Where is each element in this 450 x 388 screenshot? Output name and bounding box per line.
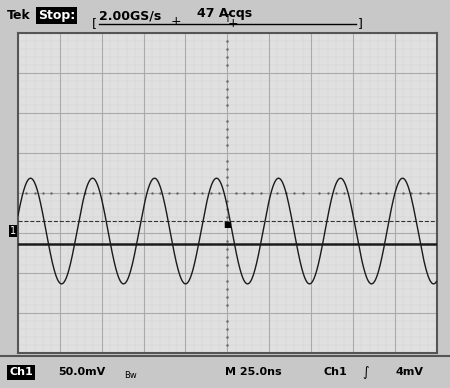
Text: ■: ■ bbox=[223, 220, 231, 229]
Text: 4mV: 4mV bbox=[396, 367, 424, 377]
Text: +: + bbox=[228, 17, 238, 30]
Text: ∫: ∫ bbox=[362, 366, 369, 379]
Text: T: T bbox=[224, 14, 230, 24]
Text: 2.00GS/s: 2.00GS/s bbox=[99, 9, 161, 22]
Text: Bw: Bw bbox=[124, 371, 136, 380]
Text: 50.0mV: 50.0mV bbox=[58, 367, 106, 377]
Text: Ch1: Ch1 bbox=[9, 367, 33, 377]
Text: [: [ bbox=[92, 17, 97, 30]
Text: M 25.0ns: M 25.0ns bbox=[225, 367, 282, 377]
Text: Stop:: Stop: bbox=[38, 9, 76, 22]
Text: ]: ] bbox=[358, 17, 363, 30]
Text: ◄: ◄ bbox=[0, 387, 1, 388]
Text: 47 Acqs: 47 Acqs bbox=[198, 7, 252, 20]
Text: 1: 1 bbox=[10, 226, 16, 236]
Text: Tek: Tek bbox=[7, 9, 31, 22]
Text: Ch1: Ch1 bbox=[324, 367, 348, 377]
Text: +: + bbox=[170, 15, 181, 28]
